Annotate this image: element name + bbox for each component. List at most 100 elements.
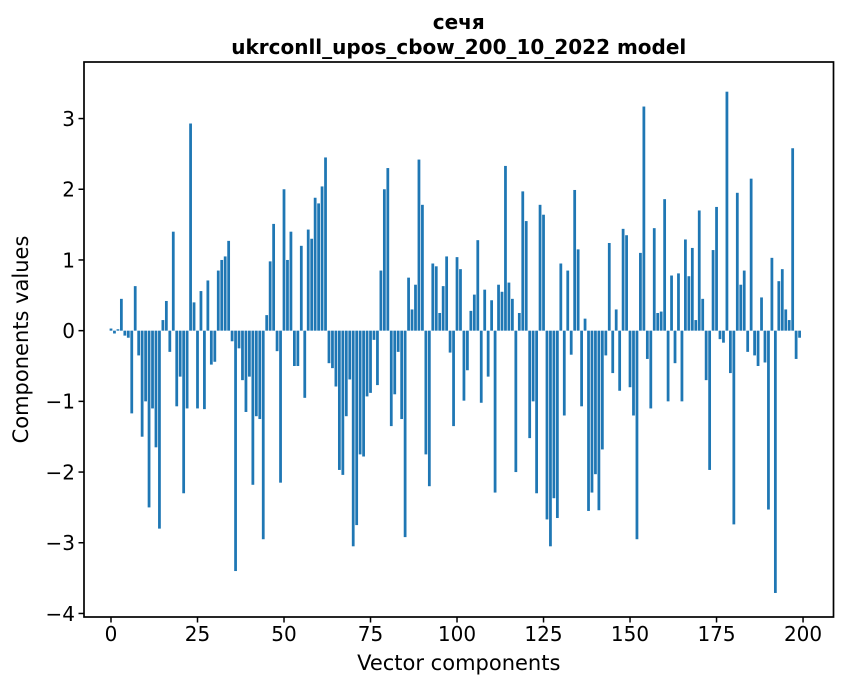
bar (230, 330, 234, 342)
bar (670, 275, 673, 331)
bar (396, 330, 400, 352)
bar (739, 284, 743, 331)
bar (424, 330, 428, 455)
bar (587, 330, 590, 511)
bar (531, 330, 535, 402)
bar (337, 330, 341, 470)
bar (735, 192, 739, 331)
bar (448, 330, 452, 353)
bar (697, 210, 701, 331)
bar (656, 312, 660, 331)
bar (784, 309, 788, 331)
bar (462, 330, 466, 401)
bar (545, 330, 549, 520)
bar (272, 223, 276, 331)
bar (289, 231, 293, 331)
bar (663, 199, 667, 331)
bar (455, 257, 459, 331)
bar (780, 269, 784, 331)
bar (500, 291, 504, 331)
bar (611, 330, 615, 374)
bar (690, 247, 694, 331)
bar (293, 330, 296, 367)
y-tick-label: −2 (46, 460, 75, 484)
bar (524, 221, 528, 331)
bar (715, 206, 718, 331)
chart-subtitle: ukrconll_upos_cbow_200_10_2022 model (231, 35, 686, 59)
bar (580, 330, 583, 407)
x-tick-label: 25 (185, 622, 210, 646)
bar (334, 330, 338, 387)
bar (732, 330, 736, 525)
bar (773, 330, 777, 593)
bar (244, 330, 248, 412)
bar (725, 91, 729, 331)
bar (144, 330, 147, 402)
x-tick-label: 75 (358, 622, 383, 646)
bar (178, 330, 182, 377)
bar (341, 330, 345, 475)
bar (126, 330, 130, 338)
x-tick-label: 175 (697, 622, 735, 646)
bar (642, 106, 646, 331)
bar (459, 269, 462, 331)
bar (777, 281, 781, 331)
bar (414, 284, 417, 331)
bar (130, 330, 134, 414)
bar (372, 330, 376, 340)
bar (497, 284, 500, 331)
bar (493, 330, 497, 493)
bar (386, 168, 390, 331)
bar (618, 330, 622, 391)
bar (632, 330, 635, 416)
bar (199, 291, 203, 331)
bar (248, 330, 251, 377)
bar (718, 330, 722, 340)
bars-group (109, 91, 801, 593)
bar (220, 259, 224, 331)
bar (594, 330, 597, 475)
bar (355, 330, 359, 526)
bar (753, 330, 756, 356)
bar (483, 289, 487, 331)
bar (573, 189, 577, 331)
y-axis-label: Components values (9, 236, 33, 444)
bar (275, 330, 279, 352)
axes-box (83, 61, 835, 618)
bar (185, 330, 189, 409)
bar (351, 330, 355, 547)
bar (441, 286, 445, 331)
x-tick-label: 0 (105, 622, 118, 646)
y-tick-label: −1 (46, 390, 75, 414)
bar (583, 318, 587, 331)
bar (299, 245, 303, 331)
bar (251, 330, 255, 485)
bar (614, 309, 618, 331)
x-tick-label: 50 (271, 622, 296, 646)
bar (182, 330, 186, 494)
bar (393, 330, 397, 395)
bar (227, 240, 231, 331)
bar (154, 330, 158, 448)
bar (604, 330, 608, 356)
bar (787, 320, 791, 331)
bar (268, 261, 272, 331)
bar (151, 330, 154, 409)
bar (358, 330, 362, 455)
bar (472, 294, 476, 331)
bar (639, 252, 642, 331)
bar (168, 330, 172, 352)
bar (535, 330, 538, 494)
bar (320, 186, 324, 331)
bar (701, 298, 705, 331)
bar (600, 330, 604, 450)
bar (566, 270, 570, 331)
bar (469, 310, 473, 331)
bar (722, 330, 725, 343)
y-tick-label: 3 (62, 107, 75, 131)
bar (254, 330, 258, 417)
bar (196, 330, 199, 409)
bar (549, 330, 552, 547)
bar (369, 330, 372, 393)
